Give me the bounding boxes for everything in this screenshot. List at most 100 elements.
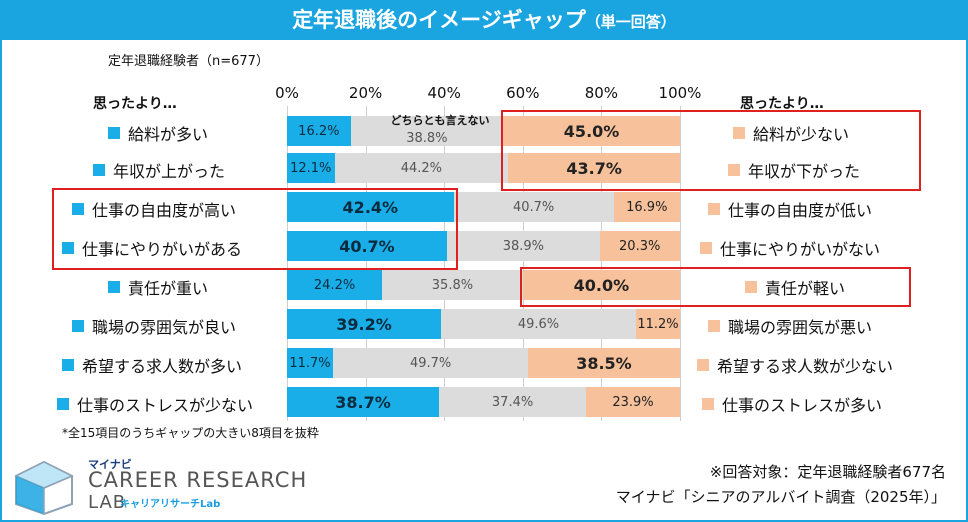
logo-lab-text: LAB <box>88 492 127 513</box>
right-category-label: 仕事にやりがいがない <box>700 236 880 260</box>
left-category-label: 希望する求人数が多い <box>62 353 242 377</box>
blue-square-icon <box>93 164 105 176</box>
right-category-label: 希望する求人数が少ない <box>697 353 893 377</box>
left-category-label: 仕事のストレスが少ない <box>57 392 253 416</box>
orange-square-icon <box>702 398 714 410</box>
gridline <box>680 106 681 421</box>
left-category-label: 給料が多い <box>108 121 208 145</box>
bar-positive: 39.2% <box>287 309 442 339</box>
bar-positive: 38.7% <box>287 387 440 417</box>
left-header: 思ったより… <box>93 96 177 112</box>
orange-square-icon <box>745 281 757 293</box>
highlight-box-salary <box>501 110 921 191</box>
right-category-label: 仕事の自由度が低い <box>708 197 872 221</box>
category-text: 仕事にやりがいがある <box>82 240 243 259</box>
sample-note: 定年退職経験者（n=677） <box>108 54 269 69</box>
data-label: 23.9% <box>612 394 654 410</box>
orange-square-icon <box>697 359 709 371</box>
data-label: 37.4% <box>491 394 534 410</box>
bar-positive: 12.1% <box>287 153 335 183</box>
bar-negative: 23.9% <box>586 387 680 417</box>
data-label: 38.8% <box>406 130 448 146</box>
logo-sub-text: キャリアリサーチLab <box>120 499 221 510</box>
x-tick-label: 100% <box>658 84 702 102</box>
category-text: 仕事の自由度が高い <box>92 201 237 220</box>
chart-title-bar: 定年退職後のイメージギャップ（単一回答） <box>0 0 968 40</box>
bar-neutral: 38.8% <box>350 116 504 146</box>
blue-square-icon <box>62 359 74 371</box>
bar-positive: 11.7% <box>287 348 333 378</box>
x-tick-label: 80% <box>584 84 619 102</box>
highlight-box-freedom <box>52 188 458 270</box>
x-tick-label: 20% <box>348 84 383 102</box>
data-label: 39.2% <box>336 314 392 334</box>
bar-positive: 42.4% <box>287 192 454 222</box>
highlight-box-responsibility <box>520 267 911 307</box>
data-label: 45.0% <box>563 121 620 141</box>
blue-square-icon <box>57 398 69 410</box>
blue-square-icon <box>72 203 84 215</box>
x-tick-label: 40% <box>427 84 461 102</box>
data-label: 43.7% <box>566 158 622 178</box>
left-category-label: 責任が重い <box>108 275 208 299</box>
category-text: 年収が上がった <box>113 162 226 181</box>
left-category-label: 職場の雰囲気が良い <box>72 314 236 338</box>
category-text: 希望する求人数が多い <box>82 357 243 376</box>
category-text: 責任が重い <box>128 279 209 298</box>
data-label: 38.9% <box>502 238 545 254</box>
bar-negative: 20.3% <box>599 231 680 261</box>
orange-square-icon <box>733 127 745 139</box>
gridline <box>365 106 367 421</box>
category-text: 給料が多い <box>128 125 209 144</box>
category-text: 年収が下がった <box>748 162 861 181</box>
category-text: 職場の雰囲気が良い <box>92 318 237 337</box>
bar-negative: 40.0% <box>522 270 680 300</box>
category-text: 給料が少ない <box>753 125 850 144</box>
data-label: 44.2% <box>400 160 443 176</box>
right-category-label: 年収が下がった <box>728 158 860 182</box>
right-header: 思ったより… <box>740 96 824 112</box>
bar-neutral: 40.7% <box>453 192 614 222</box>
bar-neutral: 44.2% <box>334 153 509 183</box>
chart-title: 定年退職後のイメージギャップ <box>292 8 586 32</box>
bar-positive: 16.2% <box>287 116 351 146</box>
orange-square-icon <box>700 242 712 254</box>
data-label: 38.5% <box>576 353 632 373</box>
category-text: 仕事にやりがいがない <box>720 240 881 259</box>
orange-square-icon <box>708 320 720 332</box>
blue-square-icon <box>72 320 84 332</box>
left-category-label: 年収が上がった <box>93 158 225 182</box>
bar-neutral: 49.7% <box>332 348 529 378</box>
left-category-label: 仕事にやりがいがある <box>62 236 242 260</box>
data-label: 49.7% <box>409 355 452 371</box>
blue-square-icon <box>62 242 74 254</box>
data-label: 38.7% <box>335 392 391 412</box>
bar-negative: 38.5% <box>528 348 680 378</box>
data-label: 40.7% <box>339 236 395 256</box>
left-category-label: 仕事の自由度が高い <box>72 197 236 221</box>
data-label: 40.0% <box>573 275 630 295</box>
bar-neutral: 37.4% <box>439 387 587 417</box>
blue-square-icon <box>108 127 120 139</box>
right-category-label: 仕事のストレスが多い <box>702 392 882 416</box>
chart-title-suffix: （単一回答） <box>585 13 676 31</box>
source-respondents: ※回答対象：定年退職経験者677名 <box>709 463 946 481</box>
data-label: 20.3% <box>619 238 661 254</box>
gridline <box>601 106 603 421</box>
category-text: 職場の雰囲気が悪い <box>728 318 873 337</box>
x-tick-label: 0% <box>275 84 299 102</box>
logo-cube-icon <box>14 460 74 516</box>
category-text: 仕事のストレスが多い <box>722 396 883 415</box>
category-text: 仕事のストレスが少ない <box>77 396 254 415</box>
bar-neutral: 35.8% <box>382 270 523 300</box>
bar-negative: 45.0% <box>503 116 680 146</box>
footnote: *全15項目のうちギャップの大きい8項目を抜粋 <box>62 426 319 440</box>
bar-positive: 24.2% <box>287 270 383 300</box>
bar-negative: 11.2% <box>635 309 680 339</box>
right-category-label: 職場の雰囲気が悪い <box>708 314 872 338</box>
bar-negative: 16.9% <box>613 192 680 222</box>
right-category-label: 責任が軽い <box>745 275 845 299</box>
bar-neutral: 49.6% <box>441 309 636 339</box>
data-label: 42.4% <box>342 197 399 217</box>
gridline <box>522 106 524 421</box>
